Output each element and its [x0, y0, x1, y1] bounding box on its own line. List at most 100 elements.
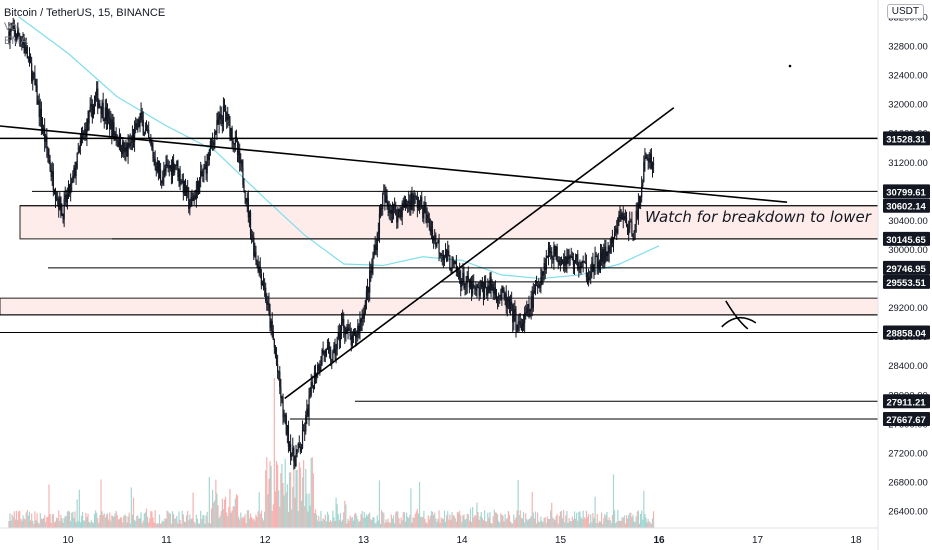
volume-bar	[179, 520, 181, 528]
volume-bar	[279, 506, 281, 528]
candle-body	[218, 118, 220, 124]
volume-bar	[343, 512, 345, 528]
candle-body	[252, 235, 254, 238]
candle-body	[604, 246, 606, 265]
volume-bar	[644, 513, 646, 528]
volume-bar	[271, 510, 273, 528]
candle-body	[248, 212, 251, 218]
time-tick: 11	[161, 535, 172, 546]
candle-body	[264, 287, 266, 289]
candle-body	[496, 296, 499, 301]
ema-indicator-label[interactable]: EMA	[4, 35, 28, 47]
volume-bar	[67, 510, 70, 528]
volume-indicator-label[interactable]: Vol	[4, 21, 20, 33]
candle-body	[296, 449, 298, 454]
candle-body	[532, 290, 534, 309]
candle-body	[109, 117, 111, 130]
candle-body	[145, 129, 148, 131]
volume-bar	[442, 519, 444, 528]
level-label-bg	[883, 274, 930, 289]
candle-body	[86, 119, 88, 137]
candle-body	[226, 112, 228, 121]
volume-bar	[249, 513, 252, 528]
candle-body	[293, 447, 295, 462]
candle-body	[525, 312, 527, 314]
candle-body	[15, 37, 18, 40]
volume-bar	[449, 514, 451, 528]
volume-bar	[246, 510, 248, 528]
candle-body	[363, 313, 365, 319]
candle-body	[243, 184, 245, 192]
candle-body	[21, 41, 23, 45]
volume-bar	[51, 514, 53, 528]
candle-body	[189, 207, 191, 209]
zone-rect	[19, 205, 879, 240]
volume-bar	[570, 521, 572, 528]
volume-bar	[422, 516, 424, 528]
candle-body	[225, 106, 227, 113]
level-label: 30602.14	[886, 202, 926, 213]
candle-body	[431, 230, 434, 241]
candle-body	[287, 425, 290, 447]
volume-bar	[399, 523, 401, 528]
candle-body	[336, 337, 338, 350]
volume-bar	[531, 491, 533, 528]
candle-body	[360, 319, 362, 323]
volume-bar	[390, 514, 392, 528]
candle-body	[228, 113, 230, 119]
volume-bar	[528, 518, 530, 528]
symbol-title[interactable]: Bitcoin / TetherUS, 15, BINANCE	[4, 7, 166, 19]
candle-body	[213, 142, 215, 146]
volume-bar	[293, 469, 295, 528]
candle-body	[271, 320, 273, 331]
volume-bar	[20, 518, 22, 528]
volume-bar	[630, 512, 632, 528]
candle-body	[68, 184, 71, 194]
volume-bar	[116, 515, 118, 528]
volume-bar	[256, 517, 258, 528]
volume-bar	[74, 511, 76, 528]
volume-bar	[514, 519, 516, 528]
volume-bar	[244, 514, 246, 528]
candle-body	[470, 281, 473, 294]
volume-bar	[287, 511, 290, 528]
level-label-bg	[883, 411, 930, 426]
level-label: 29553.51	[886, 278, 926, 289]
candle-body	[317, 364, 319, 376]
candle-body	[26, 46, 28, 58]
candle-body	[165, 164, 167, 172]
candle-body	[454, 261, 456, 265]
volume-bar	[23, 518, 25, 528]
volume-bar	[578, 511, 580, 528]
candle-body	[517, 322, 519, 331]
candle-body	[281, 397, 283, 399]
volume-bar	[453, 515, 455, 528]
volume-bar	[409, 515, 411, 528]
volume-bar	[338, 519, 340, 528]
candle-body	[183, 180, 186, 194]
volume-bar	[481, 517, 483, 528]
volume-bar	[94, 510, 97, 528]
candle-body	[638, 202, 641, 205]
volume-bar	[607, 519, 609, 528]
candle-body	[339, 330, 342, 341]
volume-bar	[8, 521, 10, 528]
currency-button[interactable]: USDT	[886, 4, 924, 19]
candle-body	[616, 228, 618, 234]
volume-bar	[220, 511, 222, 528]
volume-bar	[401, 520, 403, 528]
candle-body	[216, 120, 218, 134]
volume-bar	[340, 521, 343, 528]
candle-body	[114, 133, 116, 135]
candle-body	[651, 163, 654, 168]
candle-body	[515, 312, 517, 330]
volume-bar	[386, 521, 388, 528]
candle-body	[144, 129, 147, 135]
candle-body	[446, 249, 448, 262]
candle-body	[465, 283, 467, 286]
candle-body	[301, 430, 304, 449]
candle-body	[172, 161, 175, 173]
candle-body	[325, 348, 327, 357]
candle-body	[33, 73, 35, 75]
